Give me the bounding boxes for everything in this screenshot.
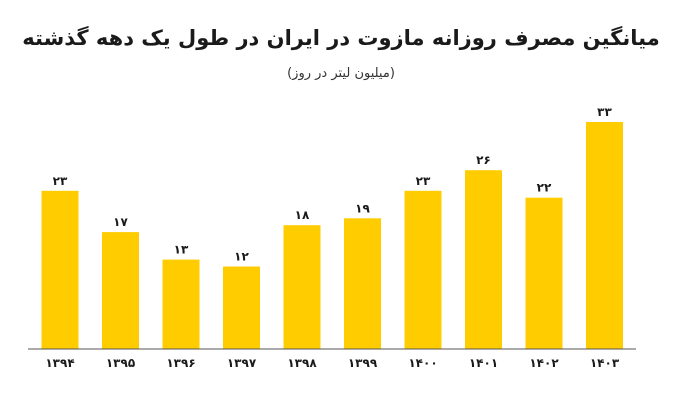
value-labels-layer: ۲۳ ۱۷ ۱۳ ۱۲ ۱۸ ۱۹ ۲۳ ۲۶ ۲۲ ۳۳ <box>53 105 613 264</box>
bar-9 <box>586 122 623 349</box>
bar-0 <box>41 190 79 349</box>
x-tick-labels-layer: ۱۳۹۴ ۱۳۹۵ ۱۳۹۶ ۱۳۹۷ ۱۳۹۸ ۱۳۹۹ ۱۴۰۰ ۱۴۰۱ ۱۴۰۲ ۱۴۰۳ <box>45 356 619 370</box>
bar-1 <box>102 232 139 349</box>
bar-3 <box>223 266 260 349</box>
value-label-0: ۲۳ <box>53 174 68 188</box>
value-label-6: ۲۳ <box>416 174 431 188</box>
x-tick-label-5: ۱۳۹۹ <box>348 356 378 370</box>
x-tick-label-2: ۱۳۹۶ <box>166 356 195 370</box>
bar-2 <box>162 259 200 349</box>
chart-title: میانگین مصرف روزانه مازوت در ایران در طو… <box>22 26 660 50</box>
value-label-4: ۱۸ <box>295 208 310 222</box>
value-label-7: ۲۶ <box>476 153 491 167</box>
chart-subtitle: (میلیون لیتر در روز) <box>287 66 395 81</box>
bar-8 <box>525 197 563 349</box>
value-label-8: ۲۲ <box>537 181 552 195</box>
value-label-2: ۱۳ <box>174 243 189 257</box>
bars-layer <box>41 122 623 349</box>
value-label-1: ۱۷ <box>113 215 128 229</box>
value-label-9: ۳۳ <box>597 105 612 119</box>
x-tick-label-9: ۱۴۰۳ <box>590 356 620 370</box>
bar-4 <box>283 225 321 349</box>
bar-5 <box>344 218 381 349</box>
x-tick-label-0: ۱۳۹۴ <box>45 356 74 370</box>
x-tick-label-7: ۱۴۰۱ <box>469 356 498 370</box>
value-label-3: ۱۲ <box>234 250 249 264</box>
value-label-5: ۱۹ <box>355 201 370 215</box>
x-tick-label-3: ۱۳۹۷ <box>227 356 257 370</box>
x-tick-label-4: ۱۳۹۸ <box>287 356 317 370</box>
bar-6 <box>404 190 442 349</box>
x-tick-label-1: ۱۳۹۵ <box>106 356 135 370</box>
x-tick-label-6: ۱۴۰۰ <box>408 356 437 370</box>
bar-7 <box>465 170 502 349</box>
x-tick-label-8: ۱۴۰۲ <box>529 356 559 370</box>
